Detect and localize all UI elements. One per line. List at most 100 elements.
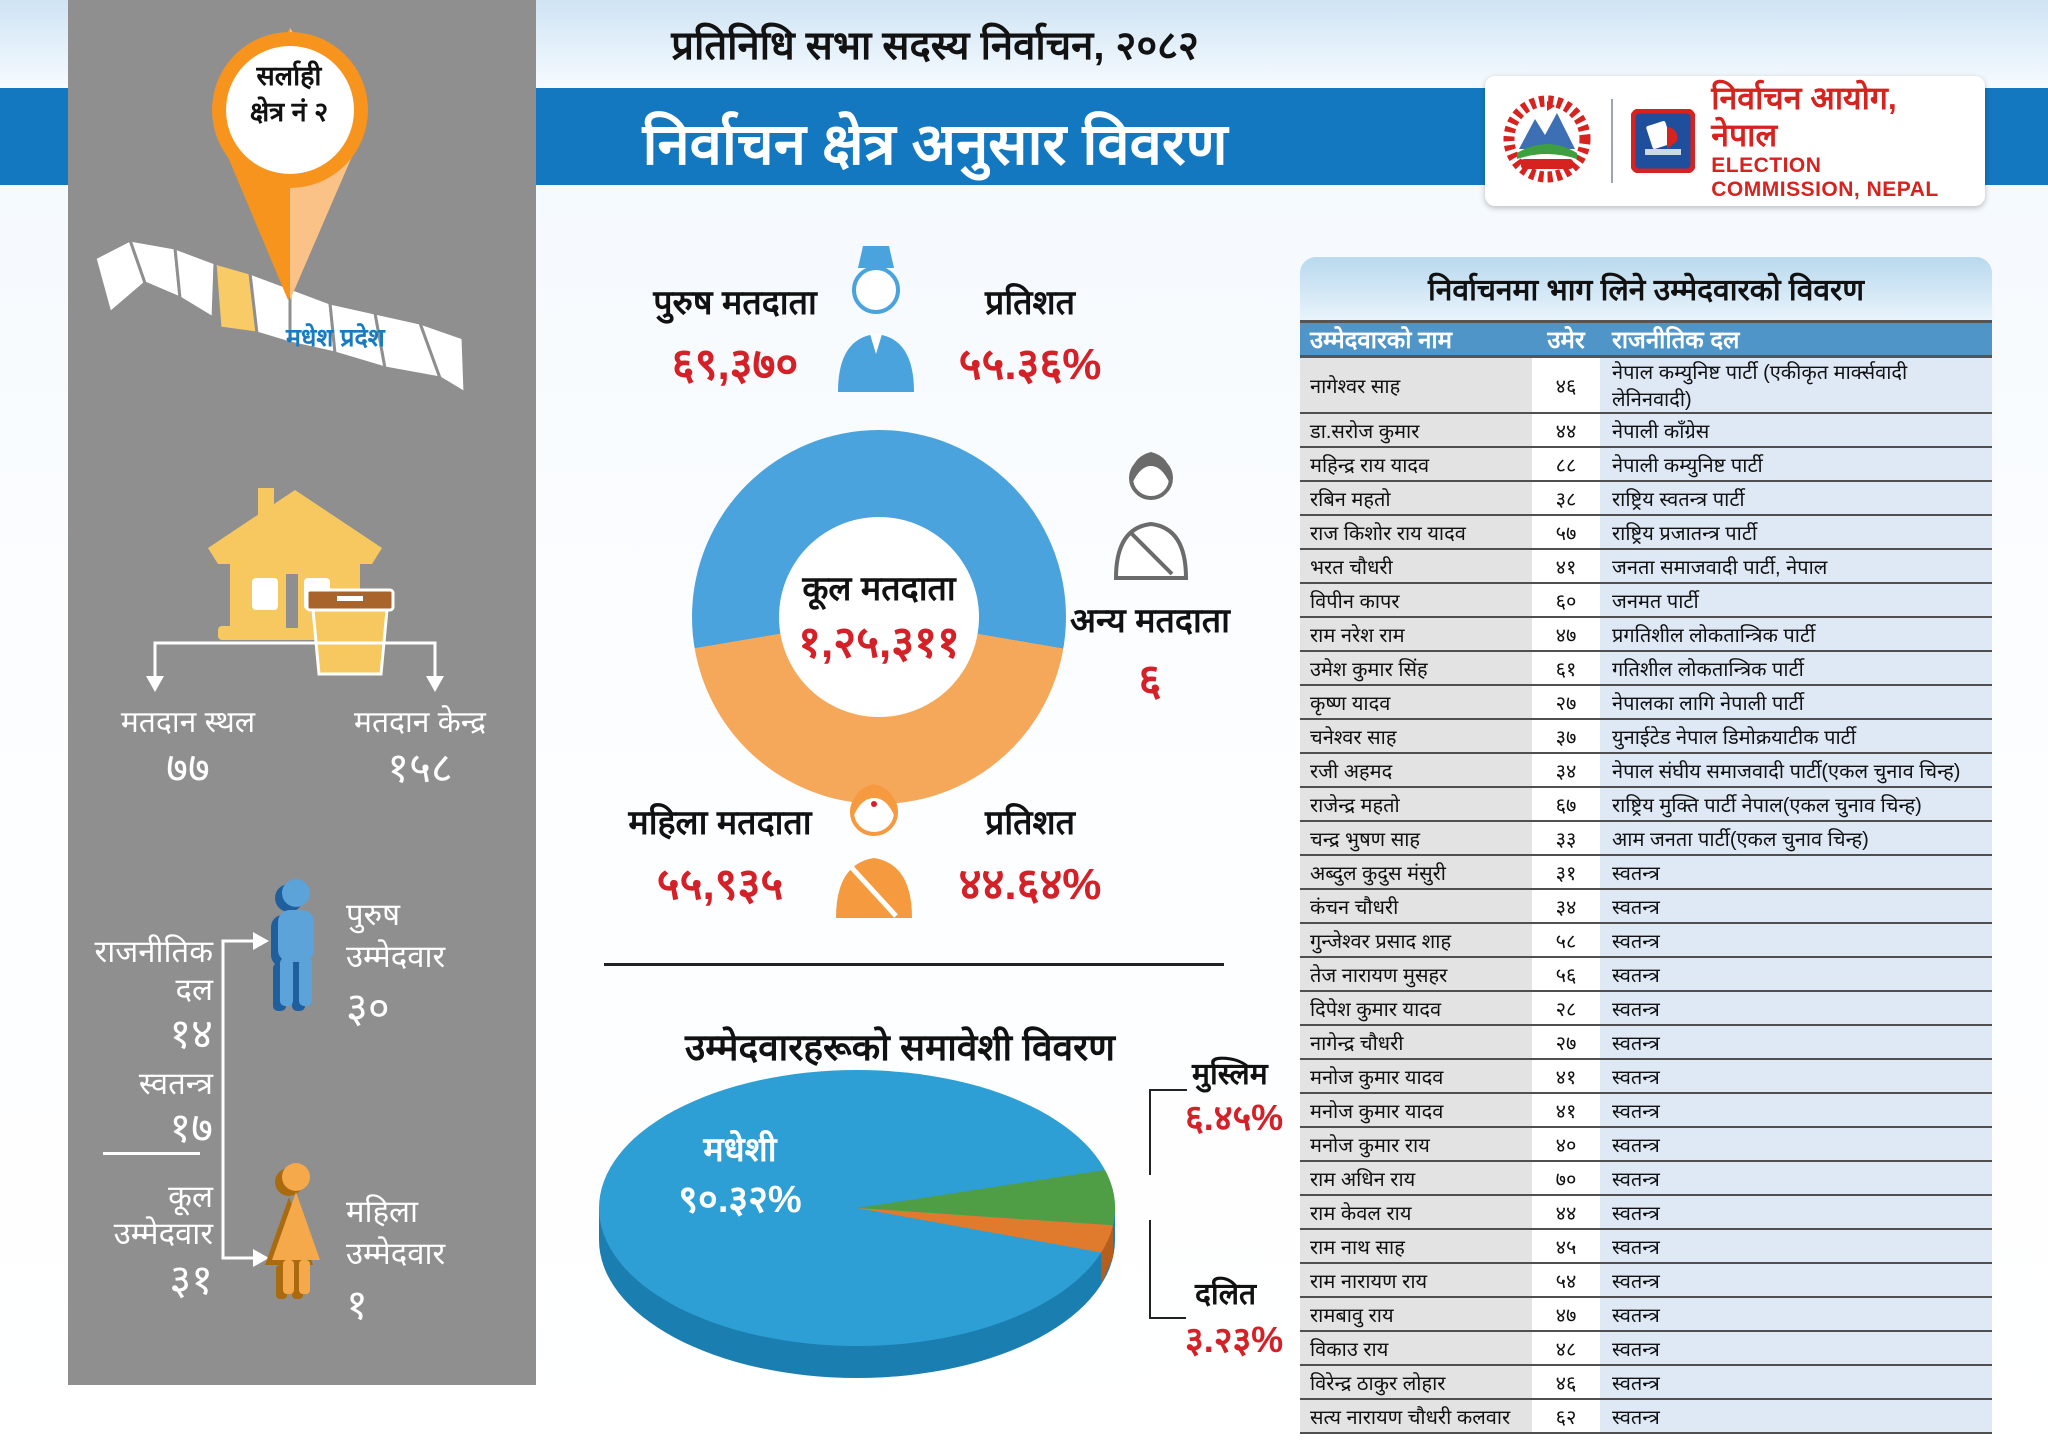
cell-candidate-age: ४६	[1532, 358, 1600, 412]
party-count-value: १४	[169, 1010, 213, 1057]
cell-candidate-age: ७०	[1532, 1162, 1600, 1194]
cell-candidate-age: ४८	[1532, 1332, 1600, 1364]
cell-candidate-name: राम केवल राय	[1300, 1196, 1532, 1228]
muslim-slice-label: मुस्लिम	[1192, 1058, 1268, 1091]
cell-candidate-age: ४४	[1532, 1196, 1600, 1228]
cell-candidate-name: राम अधिन राय	[1300, 1162, 1532, 1194]
donut-center: कूल मतदाता १,२५,३११	[779, 517, 979, 717]
male-candidate-value: ३०	[346, 984, 390, 1031]
independent-count-value: १७	[169, 1104, 213, 1151]
inclusion-heading: उम्मेदवारहरूको समावेशी विवरण	[684, 1027, 1115, 1068]
inclusion-pie-chart	[595, 1065, 1125, 1395]
column-header-party: राजनीतिक दल	[1612, 326, 1740, 354]
cell-candidate-age: ३७	[1532, 720, 1600, 752]
other-voters-label: अन्य मतदाता	[1070, 602, 1230, 640]
table-row: राज किशोर राय यादव ५७ राष्ट्रिय प्रजातन्…	[1300, 516, 1992, 550]
cell-candidate-age: ४६	[1532, 1366, 1600, 1398]
table-row: राम नारायण राय ५४ स्वतन्त्र	[1300, 1264, 1992, 1298]
male-voters-label: पुरुष मतदाता	[653, 284, 817, 322]
cell-candidate-age: २८	[1532, 992, 1600, 1024]
cell-candidate-party: स्वतन्त्र	[1600, 1230, 1992, 1262]
madheshi-slice-pct: ९०.३२%	[678, 1179, 802, 1221]
table-row: विकाउ राय ४८ स्वतन्त्र	[1300, 1332, 1992, 1366]
cell-candidate-party: नेपाल कम्युनिष्ट पार्टी (एकीकृत मार्क्सव…	[1600, 358, 1992, 412]
table-row: मनोज कुमार राय ४० स्वतन्त्र	[1300, 1128, 1992, 1162]
cell-candidate-name: डा.सरोज कुमार	[1300, 414, 1532, 446]
column-header-age: उमेर	[1547, 326, 1585, 354]
table-row: कृष्ण यादव २७ नेपालका लागि नेपाली पार्टी	[1300, 686, 1992, 720]
table-row: महिन्द्र राय यादव ८८ नेपाली कम्युनिष्ट प…	[1300, 448, 1992, 482]
cell-candidate-age: ४७	[1532, 618, 1600, 650]
table-row: उमेश कुमार सिंह ६१ गतिशील लोकतान्त्रिक प…	[1300, 652, 1992, 686]
cell-candidate-age: ४१	[1532, 550, 1600, 582]
female-candidate-label-1: महिला	[346, 1194, 419, 1229]
cell-candidate-party: स्वतन्त्र	[1600, 1060, 1992, 1092]
cell-candidate-name: उमेश कुमार सिंह	[1300, 652, 1532, 684]
cell-candidate-name: नागेश्वर साह	[1300, 358, 1532, 412]
table-row: राम केवल राय ४४ स्वतन्त्र	[1300, 1196, 1992, 1230]
cell-candidate-name: सत्य नारायण चौधरी कलवार	[1300, 1400, 1532, 1432]
cell-candidate-party: प्रगतिशील लोकतान्त्रिक पार्टी	[1600, 618, 1992, 650]
muslim-slice-pct: ६.४५%	[1185, 1097, 1284, 1138]
page-title: निर्वाचन क्षेत्र अनुसार विवरण	[642, 112, 1228, 177]
table-row: गुन्जेश्वर प्रसाद शाह ५८ स्वतन्त्र	[1300, 924, 1992, 958]
cell-candidate-name: मनोज कुमार यादव	[1300, 1094, 1532, 1126]
cell-candidate-age: २७	[1532, 1026, 1600, 1058]
cell-candidate-party: राष्ट्रिय प्रजातन्त्र पार्टी	[1600, 516, 1992, 548]
cell-candidate-age: ५४	[1532, 1264, 1600, 1296]
location-pin-icon: सर्लाही क्षेत्र नं २	[200, 18, 380, 308]
cell-candidate-name: रामबावु राय	[1300, 1298, 1532, 1330]
total-candidates-label-1: कूल	[168, 1179, 213, 1214]
nepal-emblem-icon	[1501, 93, 1593, 189]
female-candidate-icon	[256, 1162, 336, 1314]
cell-candidate-party: स्वतन्त्र	[1600, 1026, 1992, 1058]
cell-candidate-name: कंचन चौधरी	[1300, 890, 1532, 922]
cell-candidate-party: नेपाली कम्युनिष्ट पार्टी	[1600, 448, 1992, 480]
cell-candidate-age: २७	[1532, 686, 1600, 718]
madheshi-slice-label: मधेशी	[703, 1131, 777, 1169]
polling-place-value: ७७	[166, 744, 210, 791]
polling-center-label: मतदान केन्द्र	[354, 706, 486, 739]
table-row: सत्य नारायण चौधरी कलवार ६२ स्वतन्त्र	[1300, 1400, 1992, 1434]
table-row: तेज नारायण मुसहर ५६ स्वतन्त्र	[1300, 958, 1992, 992]
table-row: राम अधिन राय ७० स्वतन्त्र	[1300, 1162, 1992, 1196]
cell-candidate-age: ५६	[1532, 958, 1600, 990]
cell-candidate-party: स्वतन्त्र	[1600, 1264, 1992, 1296]
table-row: नागेन्द्र चौधरी २७ स्वतन्त्र	[1300, 1026, 1992, 1060]
table-row: रजी अहमद ३४ नेपाल संघीय समाजवादी पार्टी(…	[1300, 754, 1992, 788]
table-row: राम नरेश राम ४७ प्रगतिशील लोकतान्त्रिक प…	[1300, 618, 1992, 652]
party-count-label-2: दल	[175, 972, 213, 1007]
table-row: चन्द्र भुषण साह ३३ आम जनता पार्टी(एकल चु…	[1300, 822, 1992, 856]
cell-candidate-party: स्वतन्त्र	[1600, 1400, 1992, 1432]
cell-candidate-age: ६७	[1532, 788, 1600, 820]
cell-candidate-name: राम नारायण राय	[1300, 1264, 1532, 1296]
male-pct-value: ५५.३६%	[958, 340, 1102, 389]
cell-candidate-age: ३१	[1532, 856, 1600, 888]
cell-candidate-name: विपीन कापर	[1300, 584, 1532, 616]
cell-candidate-name: राज किशोर राय यादव	[1300, 516, 1532, 548]
cell-candidate-party: स्वतन्त्र	[1600, 992, 1992, 1024]
female-candidate-label-2: उम्मेदवार	[346, 1236, 446, 1271]
cell-candidate-party: स्वतन्त्र	[1600, 1094, 1992, 1126]
table-row: रामबावु राय ४७ स्वतन्त्र	[1300, 1298, 1992, 1332]
table-row: राजेन्द्र महतो ६७ राष्ट्रिय मुक्ति पार्ट…	[1300, 788, 1992, 822]
cell-candidate-name: मनोज कुमार यादव	[1300, 1060, 1532, 1092]
independent-count-label: स्वतन्त्र	[138, 1066, 213, 1101]
cell-candidate-name: विरेन्द्र ठाकुर लोहार	[1300, 1366, 1532, 1398]
cell-candidate-party: राष्ट्रिय मुक्ति पार्टी नेपाल(एकल चुनाव …	[1600, 788, 1992, 820]
cell-candidate-party: आम जनता पार्टी(एकल चुनाव चिन्ह)	[1600, 822, 1992, 854]
cell-candidate-party: स्वतन्त्र	[1600, 958, 1992, 990]
cell-candidate-age: ६२	[1532, 1400, 1600, 1432]
cell-candidate-name: नागेन्द्र चौधरी	[1300, 1026, 1532, 1058]
table-row: मनोज कुमार यादव ४१ स्वतन्त्र	[1300, 1094, 1992, 1128]
female-voter-icon	[826, 768, 922, 920]
cell-candidate-age: ५८	[1532, 924, 1600, 956]
sum-divider	[103, 1152, 200, 1155]
table-row: नागेश्वर साह ४६ नेपाल कम्युनिष्ट पार्टी …	[1300, 358, 1992, 414]
cell-candidate-party: जनमत पार्टी	[1600, 584, 1992, 616]
cell-candidate-party: गतिशील लोकतान्त्रिक पार्टी	[1600, 652, 1992, 684]
female-pct-value: ४४.६४%	[958, 860, 1102, 909]
cell-candidate-party: युनाईटेड नेपाल डिमोक्रयाटीक पार्टी	[1600, 720, 1992, 752]
cell-candidate-name: चनेश्वर साह	[1300, 720, 1532, 752]
